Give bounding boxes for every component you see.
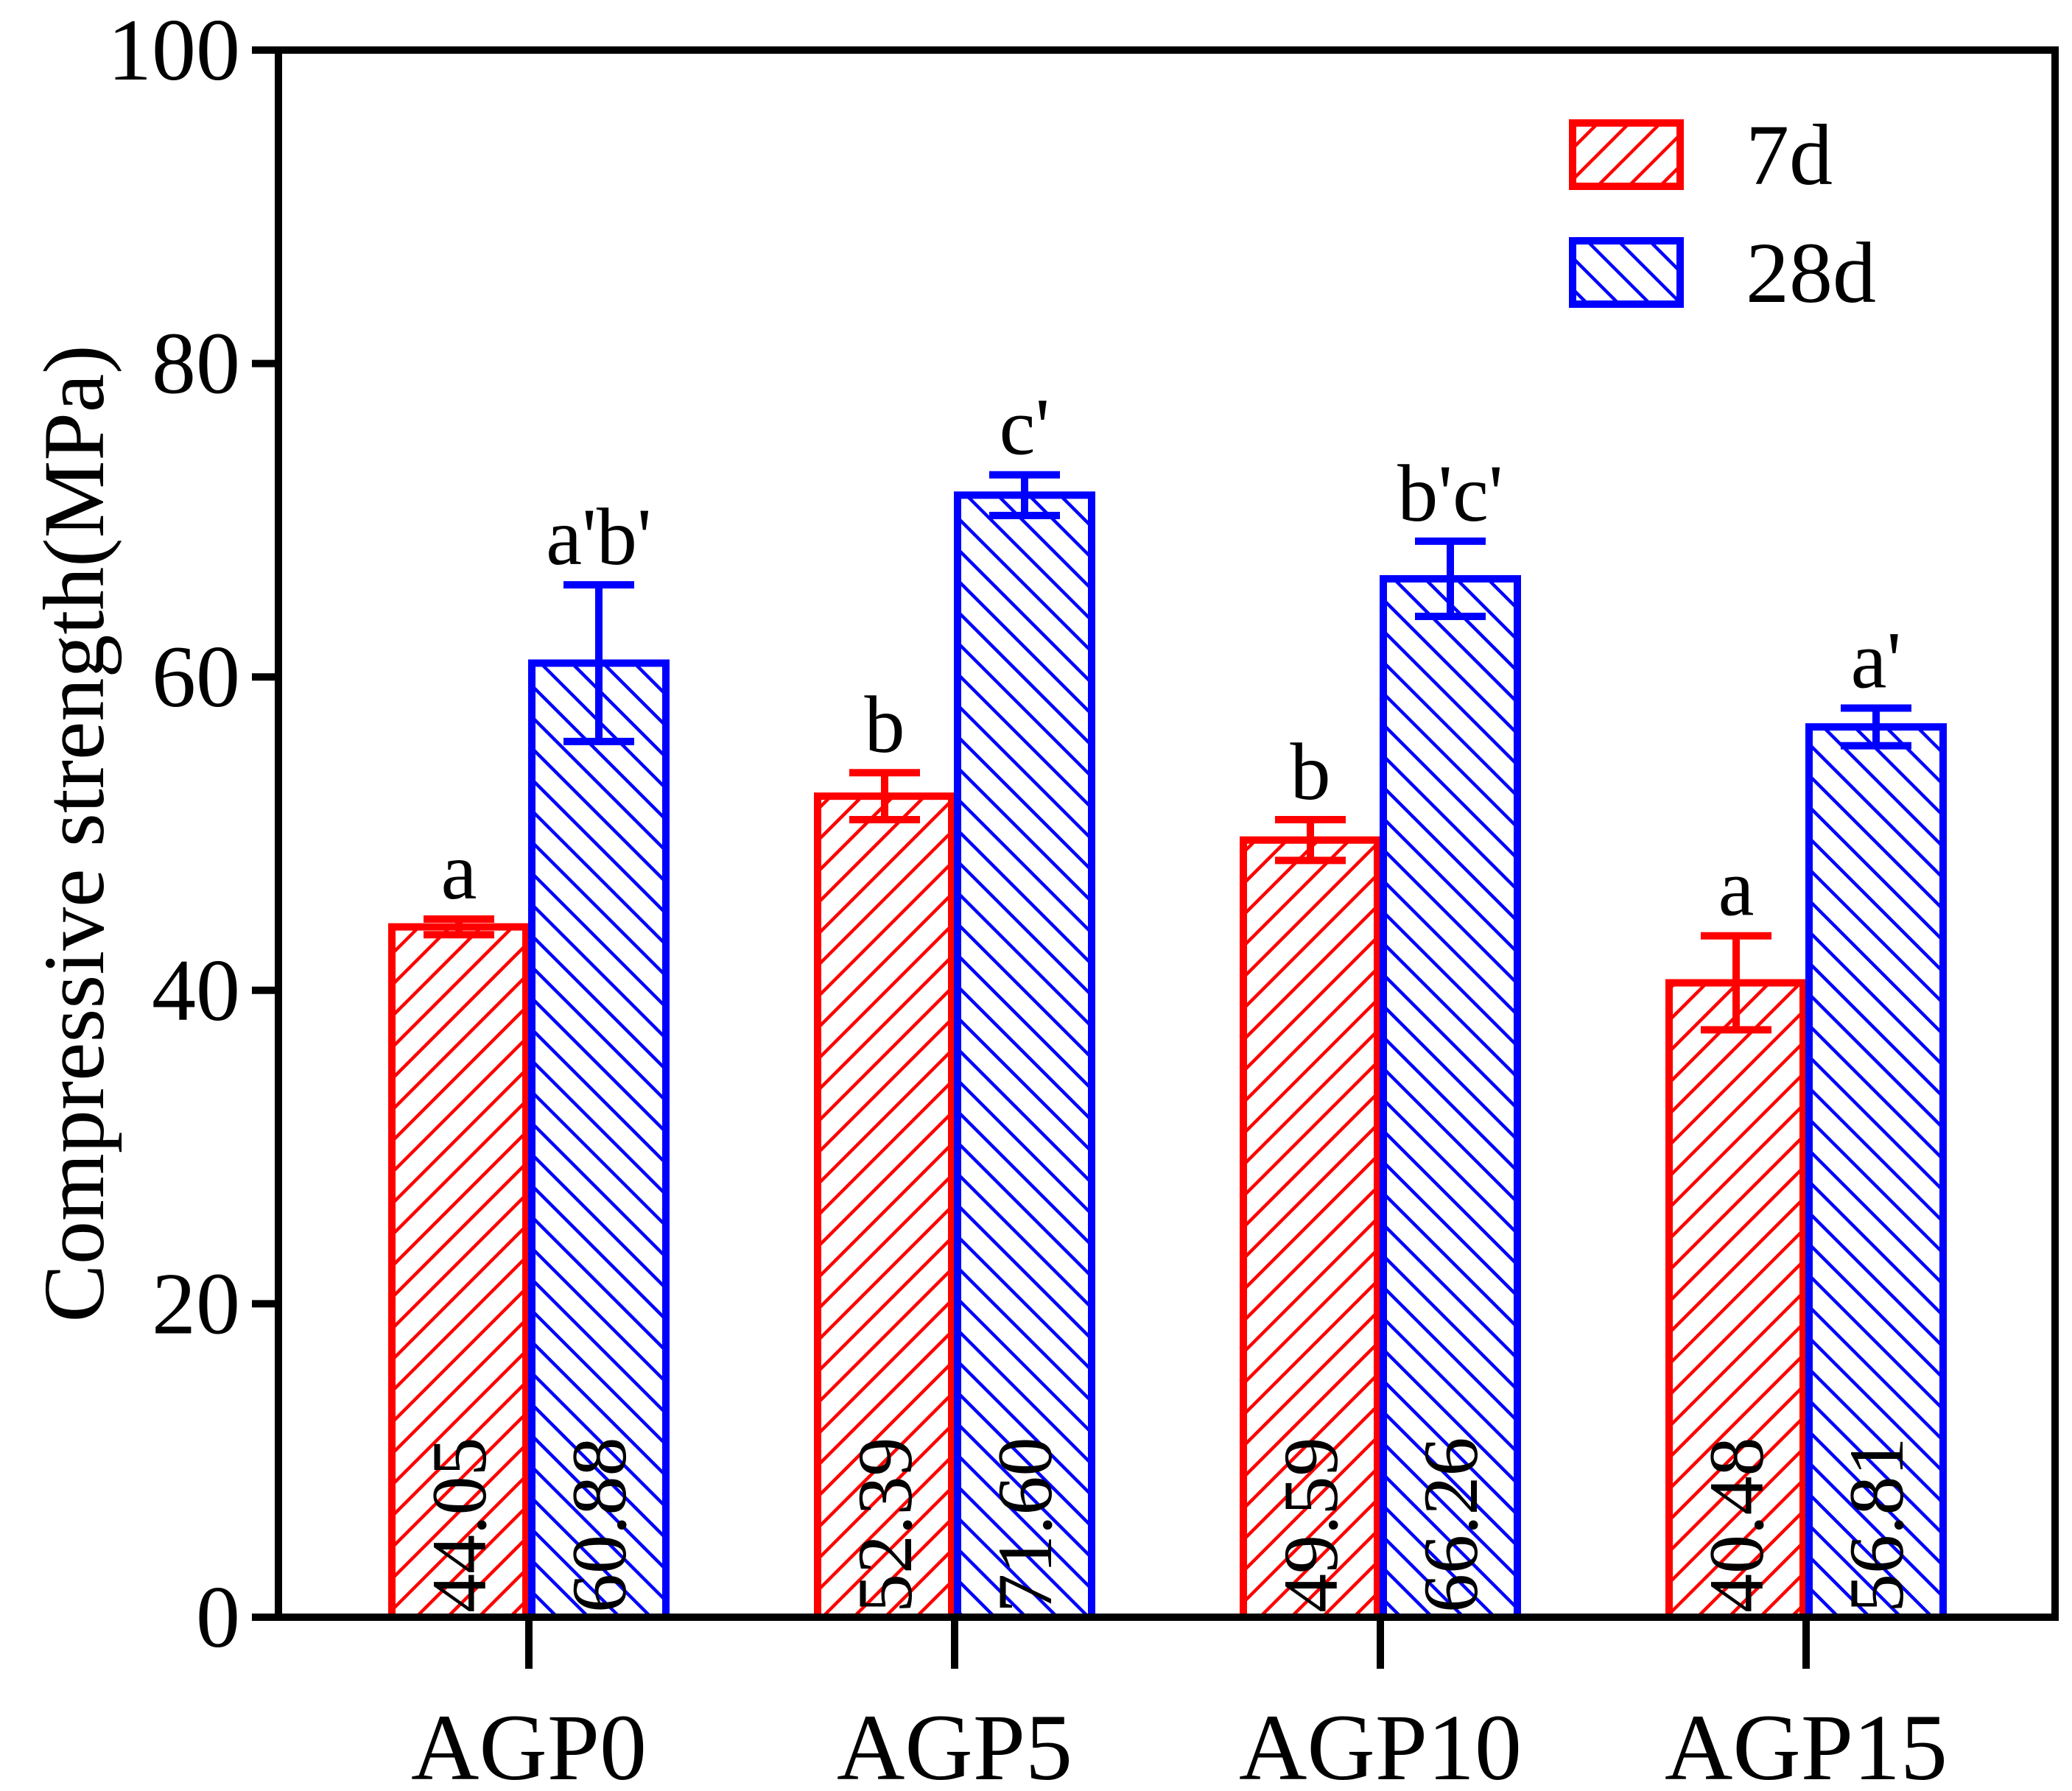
significance-label: b: [865, 680, 905, 770]
x-tick-label: AGP0: [411, 1695, 647, 1791]
bar-28d-AGP10: [1380, 574, 1521, 1621]
value-labels: 44.05 60.88 52.39 71.60 49.59 66.26 40.48 56.81: [416, 1438, 1920, 1614]
legend: 7d 28d: [1569, 107, 1876, 321]
value-label: 52.39: [842, 1438, 928, 1614]
value-label: 60.88: [556, 1438, 642, 1614]
bar-7d-AGP15: [1665, 979, 1807, 1621]
y-tick-label: 80: [152, 314, 240, 412]
y-tick-label: 100: [108, 1, 240, 99]
error-bars: [424, 471, 1911, 1034]
legend-label-28d: 28d: [1746, 225, 1876, 321]
bar-7d-AGP5: [814, 792, 955, 1621]
y-axis-ticks: 0 20 40 60 80 100: [108, 1, 278, 1666]
bar-28d-AGP0: [528, 659, 670, 1621]
y-tick-label: 40: [152, 941, 240, 1039]
significance-label: b'c': [1397, 448, 1503, 538]
x-axis-ticks: AGP0 AGP5 AGP10 AGP15: [411, 1617, 1948, 1791]
significance-label: a': [1851, 616, 1902, 706]
value-label: 66.26: [1408, 1438, 1494, 1614]
value-label: 44.05: [416, 1438, 502, 1614]
value-label: 40.48: [1693, 1438, 1780, 1614]
y-axis-title: Compressive strength(MPa): [26, 345, 122, 1322]
significance-label: c': [1000, 382, 1050, 472]
value-label: 49.59: [1268, 1438, 1354, 1614]
bar-7d-AGP10: [1240, 836, 1381, 1621]
significance-label: a: [441, 826, 477, 916]
plot-frame: [275, 46, 2059, 1621]
legend-label-7d: 7d: [1746, 107, 1833, 203]
significance-label: a'b': [546, 492, 651, 582]
legend-swatch-7d: [1569, 119, 1684, 190]
significance-label: b: [1290, 727, 1331, 817]
significance-labels: a a'b' b c' b b'c' a a': [441, 382, 1902, 933]
legend-swatch-28d: [1569, 237, 1684, 308]
y-tick-label: 0: [196, 1568, 240, 1666]
y-tick-label: 60: [152, 627, 240, 725]
x-tick-label: AGP15: [1665, 1695, 1948, 1791]
value-label: 56.81: [1833, 1438, 1920, 1614]
significance-label: a: [1718, 843, 1755, 933]
bar-28d-AGP15: [1805, 723, 1947, 1621]
y-tick-label: 20: [152, 1254, 240, 1352]
value-label: 71.60: [982, 1438, 1068, 1614]
x-tick-label: AGP10: [1239, 1695, 1522, 1791]
x-tick-label: AGP5: [837, 1695, 1072, 1791]
